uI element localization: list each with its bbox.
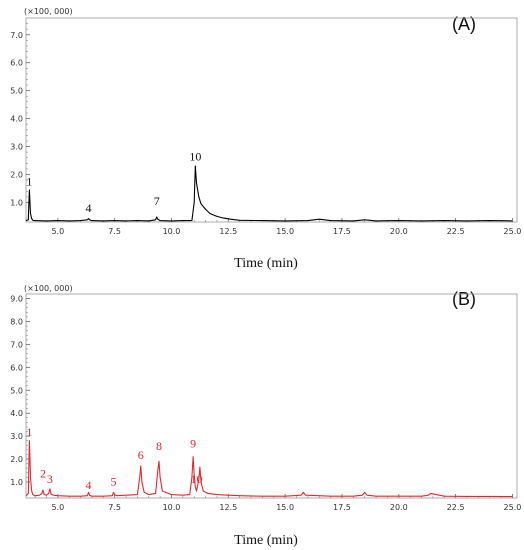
y-tick-label: 1.0 bbox=[10, 198, 23, 207]
x-tick-label: 12.5 bbox=[219, 227, 237, 236]
x-tick-label: 17.5 bbox=[333, 503, 351, 512]
panel-b-x-axis: 5.0 7.5 10.0 12.5 15.0 17.5 20.0 22.5 25.0 bbox=[34, 494, 522, 512]
panel-a-peak-label-1: 1 bbox=[26, 175, 32, 189]
y-tick-label: 7.0 bbox=[10, 340, 23, 349]
y-tick-label: 4.0 bbox=[10, 115, 23, 124]
panel-a: (×100, 000) (A) Time (min) 1.0 2.0 3.0 4.0 5… bbox=[10, 7, 521, 271]
y-tick-label: 5.0 bbox=[10, 386, 23, 395]
panel-a-peak-label-4: 4 bbox=[86, 201, 92, 215]
x-tick-label: 5.0 bbox=[51, 227, 64, 236]
panel-b-x-axis-title: Time (min) bbox=[234, 533, 298, 548]
y-tick-label: 1.0 bbox=[10, 478, 23, 487]
y-tick-label: 9.0 bbox=[10, 295, 23, 304]
x-tick-label: 22.5 bbox=[447, 503, 465, 512]
y-tick-label: 3.0 bbox=[10, 432, 23, 441]
panel-b-peak-label-8: 8 bbox=[156, 439, 162, 453]
y-tick-label: 5.0 bbox=[10, 87, 23, 96]
panel-b-peak-label-1: 1 bbox=[26, 425, 32, 439]
panel-b-plot-frame bbox=[25, 293, 518, 499]
panel-a-x-axis: 5.0 7.5 10.0 12.5 15.0 17.5 20.0 22.5 25.0 bbox=[34, 218, 522, 236]
panel-a-chromatogram-trace bbox=[25, 165, 513, 222]
panel-a-plot-frame bbox=[25, 17, 518, 223]
x-tick-label: 20.0 bbox=[390, 503, 408, 512]
panel-b-peak-label-4: 4 bbox=[86, 478, 92, 492]
panel-a-label: (A) bbox=[452, 14, 476, 34]
x-tick-label: 25.0 bbox=[504, 227, 522, 236]
x-tick-label: 25.0 bbox=[504, 503, 522, 512]
y-tick-label: 4.0 bbox=[10, 409, 23, 418]
x-tick-label: 7.5 bbox=[108, 503, 121, 512]
x-tick-label: 15.0 bbox=[276, 503, 294, 512]
y-tick-label: 3.0 bbox=[10, 143, 23, 152]
y-tick-label: 7.0 bbox=[10, 31, 23, 40]
panel-b: (×100, 000) (B) Time (min) 1.0 2.0 3.0 4.0 5… bbox=[10, 284, 521, 548]
y-tick-label: 8.0 bbox=[10, 318, 23, 327]
x-tick-label: 5.0 bbox=[51, 503, 64, 512]
panel-a-y-axis: 1.0 2.0 3.0 4.0 5.0 6.0 7.0 bbox=[10, 23, 30, 207]
y-tick-label: 6.0 bbox=[10, 59, 23, 68]
panel-b-chromatogram-trace bbox=[25, 440, 513, 498]
y-tick-label: 2.0 bbox=[10, 170, 23, 179]
panel-a-peak-label-7: 7 bbox=[154, 194, 160, 208]
panel-b-peak-label-10: 10 bbox=[190, 472, 202, 486]
x-tick-label: 7.5 bbox=[108, 227, 121, 236]
panel-b-peak-label-5: 5 bbox=[111, 474, 117, 488]
panel-b-peak-label-2: 2 bbox=[40, 466, 46, 480]
panel-a-y-multiplier: (×100, 000) bbox=[24, 7, 73, 16]
panel-b-y-multiplier: (×100, 000) bbox=[24, 284, 73, 293]
panel-a-x-axis-title: Time (min) bbox=[234, 256, 298, 271]
x-tick-label: 10.0 bbox=[163, 503, 181, 512]
panel-b-peak-label-9: 9 bbox=[190, 437, 196, 451]
x-tick-label: 22.5 bbox=[447, 227, 465, 236]
panel-b-y-axis: 1.0 2.0 3.0 4.0 5.0 6.0 7.0 8.0 9.0 bbox=[10, 295, 30, 487]
y-tick-label: 6.0 bbox=[10, 363, 23, 372]
x-tick-label: 10.0 bbox=[163, 227, 181, 236]
x-tick-label: 12.5 bbox=[219, 503, 237, 512]
panel-b-peak-label-6: 6 bbox=[138, 448, 144, 462]
panel-a-peak-label-10: 10 bbox=[189, 150, 201, 164]
x-tick-label: 17.5 bbox=[333, 227, 351, 236]
x-tick-label: 20.0 bbox=[390, 227, 408, 236]
panel-b-peak-label-3: 3 bbox=[47, 472, 53, 486]
y-tick-label: 2.0 bbox=[10, 455, 23, 464]
panel-b-label: (B) bbox=[452, 289, 476, 309]
x-tick-label: 15.0 bbox=[276, 227, 294, 236]
